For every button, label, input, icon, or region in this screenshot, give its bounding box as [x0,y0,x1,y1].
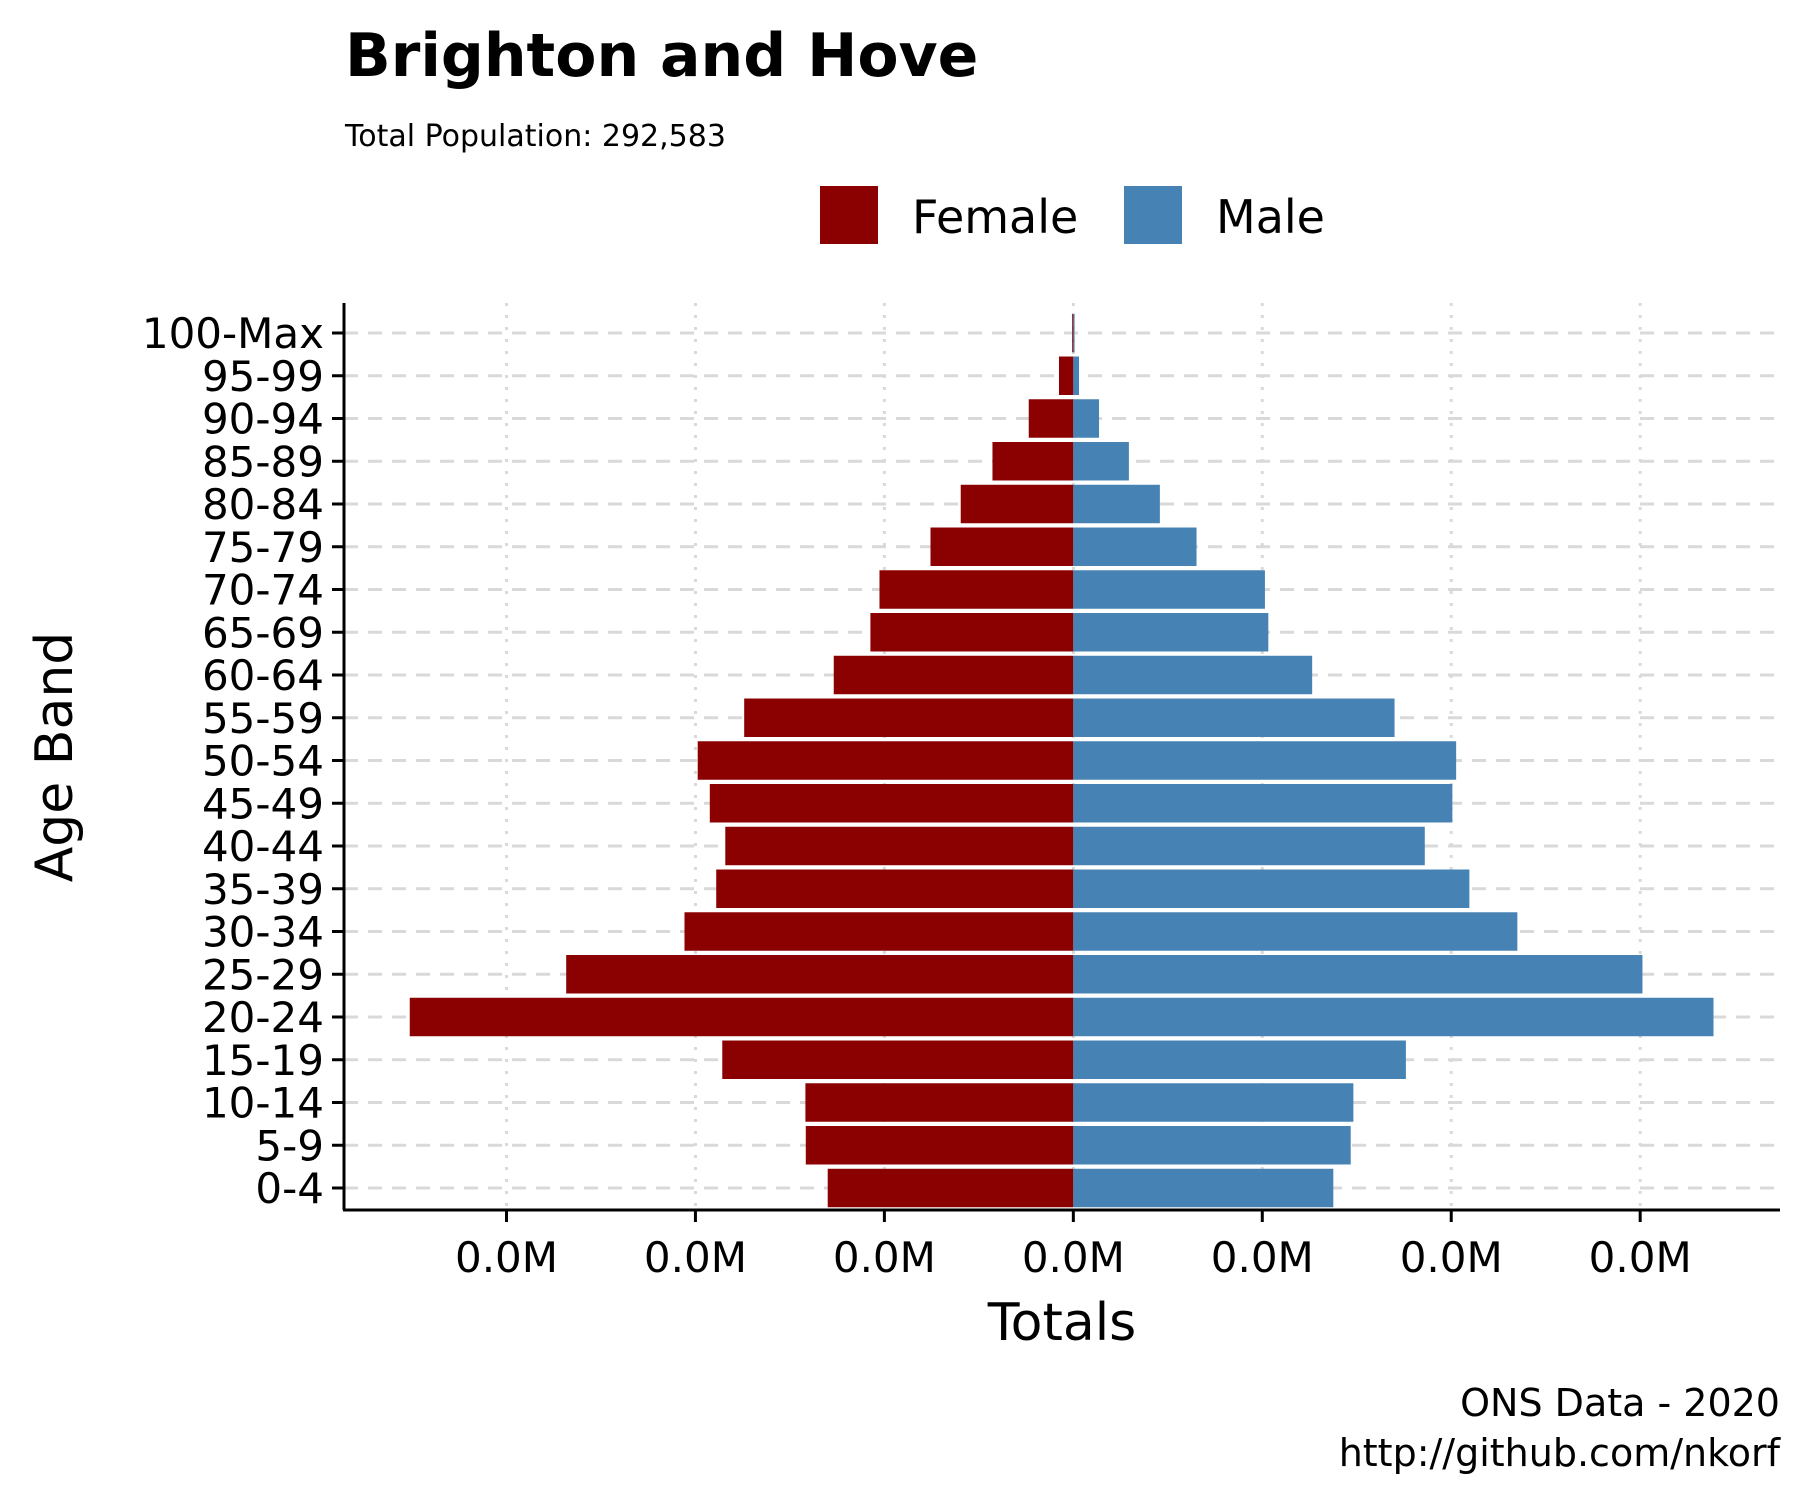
y-tick-label: 5-9 [255,1121,324,1170]
bar-male [1073,570,1265,609]
y-tick-label: 50-54 [202,737,324,786]
bar-male [1073,442,1129,481]
bar-female [827,1168,1074,1208]
bar-male [1073,484,1160,524]
bar-female [709,784,1074,823]
y-tick-label: 100-Max [142,309,324,358]
bars [409,313,1714,1208]
y-tick-label: 40-44 [202,822,324,871]
y-tick-label: 75-79 [202,523,324,572]
y-tick-label: 30-34 [202,908,324,957]
tick-labels: 0-45-910-1415-1920-2425-2930-3435-3940-4… [142,309,1692,1282]
y-tick-label: 10-14 [202,1079,324,1128]
bar-male [1073,1168,1334,1208]
bar-female [684,912,1074,951]
y-tick-label: 45-49 [202,779,324,828]
x-tick-label: 0.0M [644,1233,747,1282]
bar-female [744,698,1074,737]
y-tick-label: 80-84 [202,480,324,529]
bar-female [409,997,1074,1037]
bar-female [930,527,1074,566]
y-axis-title: Age Band [25,632,85,883]
bar-male [1073,527,1197,566]
bar-female [1058,356,1074,395]
y-tick-label: 70-74 [202,566,324,615]
bar-female [722,1040,1074,1079]
bar-female [992,442,1074,481]
caption-url: http://github.com/nkorf [1339,1431,1782,1475]
legend-label-male: Male [1216,190,1325,244]
bar-male [1073,313,1075,353]
bar-male [1073,912,1518,951]
y-tick-label: 60-64 [202,651,324,700]
bar-female [960,484,1074,524]
legend-swatch-female [820,186,878,244]
bar-male [1073,1083,1354,1122]
bar-female [870,613,1074,652]
bar-male [1073,613,1269,652]
x-tick-label: 0.0M [1589,1233,1692,1282]
bar-female [1028,399,1074,438]
bar-female [1072,313,1074,353]
x-tick-label: 0.0M [1022,1233,1125,1282]
y-tick-label: 85-89 [202,437,324,486]
legend-label-female: Female [912,190,1078,244]
bar-male [1073,1126,1351,1165]
bar-male [1073,655,1313,695]
bar-male [1073,869,1470,908]
legend-swatch-male [1124,186,1182,244]
bar-male [1073,784,1453,823]
bar-male [1073,741,1457,780]
bar-female [697,741,1074,780]
x-tick-label: 0.0M [1400,1233,1503,1282]
chart-subtitle: Total Population: 292,583 [344,119,726,154]
bar-male [1073,1040,1406,1079]
y-tick-label: 65-69 [202,608,324,657]
y-tick-label: 15-19 [202,1036,324,1085]
caption-source: ONS Data - 2020 [1460,1381,1780,1425]
y-tick-label: 55-59 [202,694,324,743]
x-tick-label: 0.0M [833,1233,936,1282]
bar-male [1073,955,1643,994]
bar-female [566,955,1074,994]
bar-female [805,1126,1074,1165]
bar-male [1073,356,1080,395]
bar-female [716,869,1074,908]
bar-male [1073,826,1425,866]
x-tick-label: 0.0M [1211,1233,1314,1282]
bar-female [833,655,1074,695]
legend: Female Male [820,186,1325,244]
x-tick-label: 0.0M [455,1233,558,1282]
y-tick-label: 20-24 [202,993,324,1042]
bar-female [879,570,1074,609]
bar-male [1073,997,1714,1037]
y-tick-label: 0-4 [255,1164,324,1213]
y-tick-label: 25-29 [202,950,324,999]
chart-title: Brighton and Hove [345,21,978,91]
y-tick-label: 35-39 [202,865,324,914]
bar-male [1073,698,1395,737]
bar-male [1073,399,1100,438]
bar-female [805,1083,1074,1122]
y-tick-label: 90-94 [202,395,324,444]
bar-female [725,826,1074,866]
x-axis-title: Totals [987,1293,1137,1353]
y-tick-label: 95-99 [202,352,324,401]
